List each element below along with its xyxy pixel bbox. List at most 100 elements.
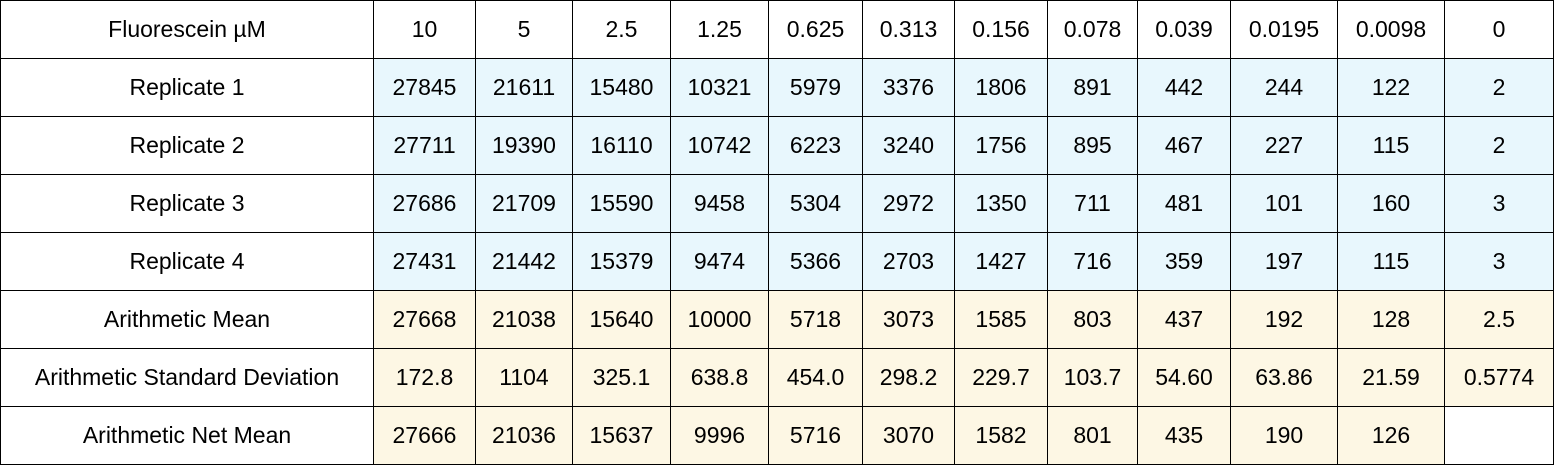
replicate-row-value-cell: 481 <box>1137 174 1231 233</box>
replicate-row-value-cell: 15480 <box>572 58 671 117</box>
statistic-row-value-cell: 27666 <box>373 406 476 465</box>
replicate-row-label: Replicate 2 <box>0 116 374 175</box>
replicate-row-value-cell: 1806 <box>954 58 1048 117</box>
statistic-row-value-cell: 5718 <box>768 290 863 349</box>
statistic-row-value-cell: 638.8 <box>670 348 769 407</box>
replicate-row-value-cell: 2703 <box>862 232 955 291</box>
concentration-cell: 0.039 <box>1137 0 1231 59</box>
replicate-row-value-cell: 16110 <box>572 116 671 175</box>
concentration-cell: 1.25 <box>670 0 769 59</box>
statistic-row-value-cell: 9996 <box>670 406 769 465</box>
replicate-row: Replicate 1 27845 21611 15480 10321 5979 3376 1… <box>0 58 1554 117</box>
replicate-row-value-cell: 2 <box>1444 58 1554 117</box>
replicate-row-value-cell: 9474 <box>670 232 769 291</box>
statistic-row-value-cell: 27668 <box>373 290 476 349</box>
statistic-row-value-cell: 21036 <box>475 406 573 465</box>
replicate-row: Replicate 2 27711 19390 16110 10742 6223 3240 1… <box>0 116 1554 175</box>
statistic-row-value-cell: 21.59 <box>1337 348 1445 407</box>
replicate-row-value-cell: 9458 <box>670 174 769 233</box>
replicate-row-value-cell: 359 <box>1137 232 1231 291</box>
replicate-row-value-cell: 244 <box>1230 58 1338 117</box>
statistic-row-label: Arithmetic Net Mean <box>0 406 374 465</box>
statistic-row-value-cell: 10000 <box>670 290 769 349</box>
statistic-row: Arithmetic Mean 27668 21038 15640 10000 5718 3… <box>0 290 1554 349</box>
statistic-row-value-cell: 325.1 <box>572 348 671 407</box>
replicate-row-value-cell: 27686 <box>373 174 476 233</box>
statistic-row: Arithmetic Standard Deviation 172.8 1104 32… <box>0 348 1554 407</box>
replicate-row-value-cell: 21611 <box>475 58 573 117</box>
statistic-row-value-cell: 1585 <box>954 290 1048 349</box>
statistic-row-value-cell: 15640 <box>572 290 671 349</box>
statistic-row-value-cell: 1104 <box>475 348 573 407</box>
replicate-row-value-cell: 6223 <box>768 116 863 175</box>
replicate-row: Replicate 4 27431 21442 15379 9474 5366 2703 14… <box>0 232 1554 291</box>
statistic-row-value-cell: 801 <box>1047 406 1138 465</box>
concentration-cell: 0.313 <box>862 0 955 59</box>
replicate-row-value-cell: 1427 <box>954 232 1048 291</box>
replicate-row-value-cell: 1350 <box>954 174 1048 233</box>
concentration-cell: 0.156 <box>954 0 1048 59</box>
replicate-row-value-cell: 2972 <box>862 174 955 233</box>
replicate-row-value-cell: 3376 <box>862 58 955 117</box>
replicate-row-label: Replicate 1 <box>0 58 374 117</box>
replicate-row-value-cell: 895 <box>1047 116 1138 175</box>
replicate-row-value-cell: 21709 <box>475 174 573 233</box>
replicate-row-value-cell: 19390 <box>475 116 573 175</box>
replicate-row-value-cell: 21442 <box>475 232 573 291</box>
statistic-row-value-cell: 3070 <box>862 406 955 465</box>
header-row: Fluorescein µM 10 5 2.5 1.25 0.625 0.313… <box>0 0 1554 59</box>
replicate-row-value-cell: 3 <box>1444 174 1554 233</box>
statistic-row-value-cell: 5716 <box>768 406 863 465</box>
replicate-row-value-cell: 227 <box>1230 116 1338 175</box>
statistic-row-value-cell: 21038 <box>475 290 573 349</box>
concentration-cell: 0.078 <box>1047 0 1138 59</box>
replicate-row-value-cell: 27711 <box>373 116 476 175</box>
concentration-cell: 0.625 <box>768 0 863 59</box>
replicate-row-value-cell: 15590 <box>572 174 671 233</box>
replicate-row-value-cell: 197 <box>1230 232 1338 291</box>
statistic-row-value-cell: 1582 <box>954 406 1048 465</box>
statistic-row-value-cell: 128 <box>1337 290 1445 349</box>
statistic-row-value-cell <box>1444 406 1554 465</box>
statistic-row-value-cell: 63.86 <box>1230 348 1338 407</box>
statistic-row-value-cell: 437 <box>1137 290 1231 349</box>
statistic-row-value-cell: 454.0 <box>768 348 863 407</box>
statistic-row-value-cell: 126 <box>1337 406 1445 465</box>
replicate-row-label: Replicate 3 <box>0 174 374 233</box>
replicate-row-value-cell: 711 <box>1047 174 1138 233</box>
statistic-row-value-cell: 192 <box>1230 290 1338 349</box>
statistic-row-value-cell: 298.2 <box>862 348 955 407</box>
replicate-row-value-cell: 10742 <box>670 116 769 175</box>
replicate-row-value-cell: 27431 <box>373 232 476 291</box>
concentration-cell: 5 <box>475 0 573 59</box>
row-label-concentration: Fluorescein µM <box>0 0 374 59</box>
concentration-cell: 2.5 <box>572 0 671 59</box>
replicate-row-value-cell: 442 <box>1137 58 1231 117</box>
replicate-row-value-cell: 891 <box>1047 58 1138 117</box>
concentration-cell: 0 <box>1444 0 1554 59</box>
statistic-row-value-cell: 172.8 <box>373 348 476 407</box>
statistic-row-value-cell: 435 <box>1137 406 1231 465</box>
statistic-row-value-cell: 2.5 <box>1444 290 1554 349</box>
replicate-row-value-cell: 716 <box>1047 232 1138 291</box>
concentration-cell: 0.0195 <box>1230 0 1338 59</box>
replicate-row-value-cell: 5304 <box>768 174 863 233</box>
replicate-row-value-cell: 27845 <box>373 58 476 117</box>
replicate-row-value-cell: 15379 <box>572 232 671 291</box>
replicate-row-value-cell: 115 <box>1337 232 1445 291</box>
replicate-row-value-cell: 101 <box>1230 174 1338 233</box>
statistic-row: Arithmetic Net Mean 27666 21036 15637 9996 57… <box>0 406 1554 465</box>
replicate-row-value-cell: 122 <box>1337 58 1445 117</box>
replicate-row-value-cell: 467 <box>1137 116 1231 175</box>
replicate-row-value-cell: 160 <box>1337 174 1445 233</box>
statistic-row-label: Arithmetic Standard Deviation <box>0 348 374 407</box>
replicate-row-value-cell: 5979 <box>768 58 863 117</box>
replicate-row-value-cell: 115 <box>1337 116 1445 175</box>
statistic-row-value-cell: 15637 <box>572 406 671 465</box>
replicate-row-value-cell: 3240 <box>862 116 955 175</box>
statistic-row-value-cell: 803 <box>1047 290 1138 349</box>
concentration-cell: 10 <box>373 0 476 59</box>
statistic-row-label: Arithmetic Mean <box>0 290 374 349</box>
